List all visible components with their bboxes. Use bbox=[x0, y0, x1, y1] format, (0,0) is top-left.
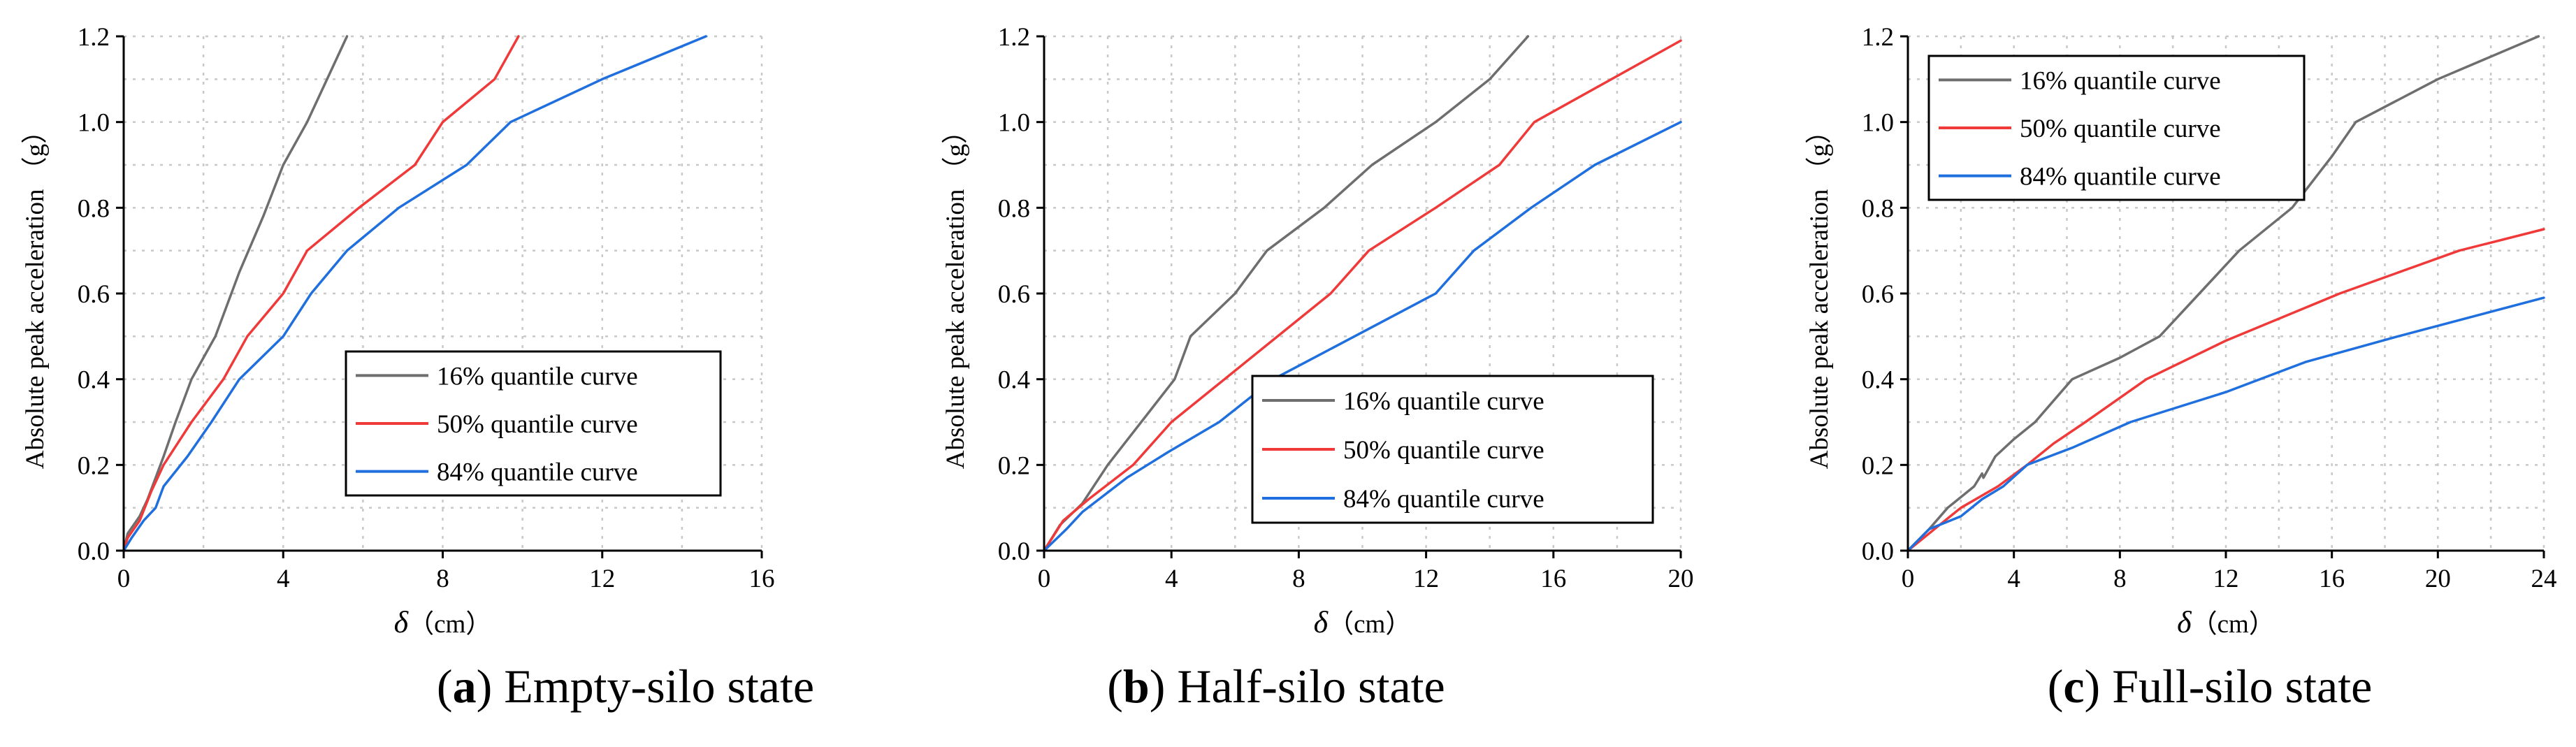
y-axis-title: Absolute peak acceleration （g） bbox=[21, 118, 50, 469]
y-tick-label: 0.8 bbox=[78, 194, 110, 223]
x-tick-label: 20 bbox=[2425, 565, 2451, 593]
panel-caption: (b) Half-silo state bbox=[1107, 660, 1445, 713]
y-tick-label: 0.4 bbox=[1862, 366, 1894, 395]
caption-paren-open: ( bbox=[2048, 660, 2064, 713]
y-axis-title: Absolute peak acceleration （g） bbox=[941, 118, 970, 469]
series-line-84 bbox=[1044, 120, 1682, 552]
legend-label: 50% quantile curve bbox=[1343, 436, 1544, 465]
y-tick-label: 1.0 bbox=[1862, 109, 1894, 138]
caption-paren-close: ) bbox=[2085, 660, 2113, 713]
panel-b: 0 4 8 12 16 20 0.0 0.2 0.4 0.6 0.8 1.0 1.2 δ（cm） Absol… bbox=[941, 23, 1694, 713]
x-axis-symbol: δ bbox=[1314, 605, 1329, 639]
y-tick-label: 0.6 bbox=[998, 280, 1030, 309]
x-axis-unit: （cm） bbox=[2192, 610, 2275, 639]
x-tick-label: 8 bbox=[2113, 565, 2127, 593]
x-tick-label: 8 bbox=[1292, 565, 1305, 593]
y-tick-label: 0.8 bbox=[1862, 194, 1894, 223]
x-tick-label: 16 bbox=[2319, 565, 2345, 593]
x-axis-title: δ（cm） bbox=[2177, 605, 2275, 639]
caption-title: Empty-silo state bbox=[504, 660, 814, 713]
legend-label: 50% quantile curve bbox=[437, 410, 638, 439]
y-tick-label: 1.2 bbox=[1862, 23, 1894, 52]
x-axis-symbol: δ bbox=[394, 605, 410, 639]
x-tick-label: 16 bbox=[749, 565, 775, 593]
x-tick-label: 24 bbox=[2531, 565, 2557, 593]
x-axis-unit: （cm） bbox=[408, 610, 491, 639]
legend: 16% quantile curve 50% quantile curve 84% … bbox=[1251, 375, 1654, 524]
x-tick-label: 4 bbox=[1165, 565, 1178, 593]
caption-letter: c bbox=[2063, 660, 2084, 713]
series-line-16 bbox=[124, 35, 349, 552]
caption-title: Full-silo state bbox=[2112, 660, 2372, 713]
y-tick-label: 0.8 bbox=[998, 194, 1030, 223]
series-line-16 bbox=[1908, 35, 2540, 552]
y-tick-label: 0.0 bbox=[78, 537, 110, 566]
series-line-84 bbox=[1908, 296, 2545, 552]
y-tick-label: 1.2 bbox=[998, 23, 1030, 52]
y-tick-label: 0.0 bbox=[1862, 537, 1894, 566]
caption-title: Half-silo state bbox=[1177, 660, 1445, 713]
y-tick-label: 0.6 bbox=[1862, 280, 1894, 309]
caption-letter: a bbox=[453, 660, 477, 713]
x-tick-label: 0 bbox=[117, 565, 131, 593]
caption-paren-close: ) bbox=[477, 660, 505, 713]
panel-caption: (a) Empty-silo state bbox=[437, 660, 814, 713]
y-tick-label: 1.2 bbox=[78, 23, 110, 52]
y-tick-label: 0.4 bbox=[998, 366, 1030, 395]
legend-label: 16% quantile curve bbox=[1343, 387, 1544, 416]
legend: 16% quantile curve 50% quantile curve 84% … bbox=[345, 350, 722, 497]
y-tick-label: 0.2 bbox=[78, 451, 110, 480]
legend-label: 50% quantile curve bbox=[2020, 115, 2221, 143]
x-axis-title: δ（cm） bbox=[1314, 605, 1412, 639]
series-line-50 bbox=[1044, 39, 1682, 552]
x-tick-label: 16 bbox=[1540, 565, 1566, 593]
y-tick-label: 0.0 bbox=[998, 537, 1030, 566]
legend: 16% quantile curve 50% quantile curve 84% … bbox=[1927, 55, 2306, 201]
series-group bbox=[1908, 35, 2545, 552]
y-axis-title: Absolute peak acceleration （g） bbox=[1805, 118, 1834, 469]
x-tick-label: 12 bbox=[1413, 565, 1439, 593]
y-tick-label: 0.4 bbox=[78, 366, 110, 395]
legend-label: 84% quantile curve bbox=[2020, 163, 2221, 191]
legend-label: 16% quantile curve bbox=[2020, 66, 2221, 95]
x-tick-label: 0 bbox=[1038, 565, 1051, 593]
x-tick-label: 4 bbox=[277, 565, 290, 593]
caption-paren-open: ( bbox=[437, 660, 453, 713]
x-axis-title: δ（cm） bbox=[394, 605, 492, 639]
series-group bbox=[124, 35, 707, 552]
x-tick-label: 4 bbox=[2007, 565, 2020, 593]
panel-c: 0 4 8 12 16 20 24 0.0 0.2 0.4 0.6 0.8 1.0 1.2 δ（cm） Abs… bbox=[1805, 23, 2557, 713]
y-tick-label: 0.2 bbox=[1862, 451, 1894, 480]
series-line-84 bbox=[124, 35, 707, 552]
series-line-50 bbox=[124, 35, 520, 552]
legend-label: 16% quantile curve bbox=[437, 362, 638, 391]
x-axis-unit: （cm） bbox=[1328, 610, 1411, 639]
panel-a: 0 4 8 12 16 0.0 0.2 0.4 0.6 0.8 1.0 1.2 δ（cm） Absolut… bbox=[21, 23, 814, 713]
x-tick-label: 12 bbox=[589, 565, 615, 593]
caption-letter: b bbox=[1123, 660, 1150, 713]
y-tick-label: 1.0 bbox=[78, 109, 110, 138]
x-tick-label: 20 bbox=[1668, 565, 1694, 593]
caption-paren-close: ) bbox=[1150, 660, 1178, 713]
series-group bbox=[1044, 35, 1682, 552]
x-tick-label: 8 bbox=[436, 565, 449, 593]
legend-label: 84% quantile curve bbox=[437, 458, 638, 487]
y-tick-label: 0.2 bbox=[998, 451, 1030, 480]
x-axis-symbol: δ bbox=[2177, 605, 2192, 639]
y-tick-label: 1.0 bbox=[998, 109, 1030, 138]
panel-caption: (c) Full-silo state bbox=[2048, 660, 2373, 713]
legend-label: 84% quantile curve bbox=[1343, 485, 1544, 514]
y-tick-label: 0.6 bbox=[78, 280, 110, 309]
x-tick-label: 0 bbox=[1902, 565, 1915, 593]
x-tick-label: 12 bbox=[2213, 565, 2239, 593]
caption-paren-open: ( bbox=[1107, 660, 1123, 713]
series-line-50 bbox=[1908, 228, 2545, 552]
